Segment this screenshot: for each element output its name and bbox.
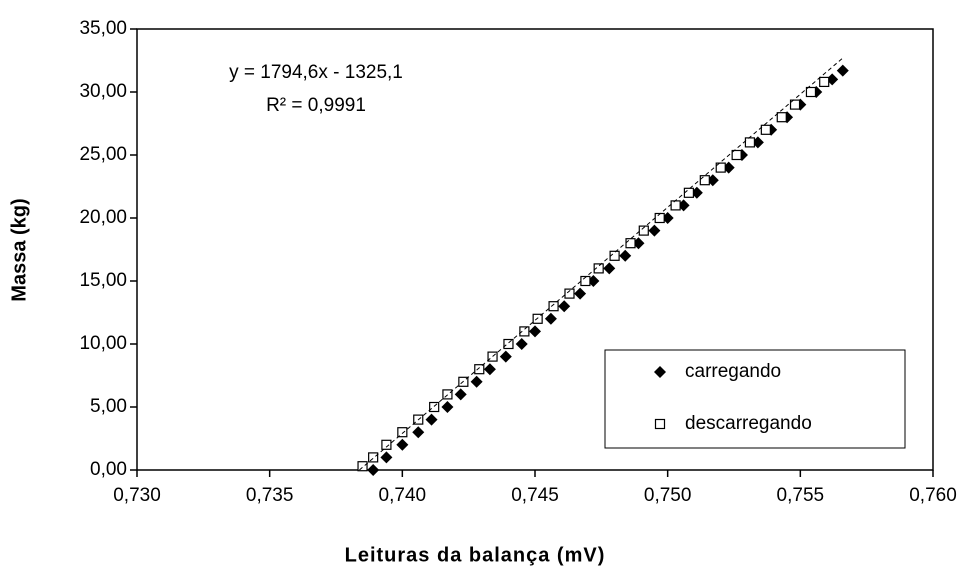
point [357,461,368,472]
point [819,76,830,88]
legend-marker [654,366,666,378]
point [441,401,454,413]
point [470,375,483,388]
point [836,64,849,77]
y-tick-label: 20,00 [79,207,127,228]
point [715,162,726,173]
x-axis-title: Leituras da balança (mV) [345,544,606,566]
legend-marker [654,418,666,430]
y-tick-label: 0,00 [90,459,127,480]
point [412,426,425,439]
point [381,439,392,450]
point [397,427,408,438]
point [744,137,756,148]
y-tick-label: 25,00 [79,144,127,165]
point [503,338,514,350]
point [529,325,541,338]
trend-r2: R² = 0,9991 [266,95,366,116]
point [454,388,467,401]
point [548,301,559,312]
x-tick-label: 0,730 [113,485,161,506]
point [805,86,817,98]
y-tick-label: 15,00 [79,270,127,291]
y-tick-label: 10,00 [79,333,127,354]
trend-equation: y = 1794,6x - 1325,1 [229,62,403,83]
legend-label: carregando [685,361,781,382]
point [564,288,575,299]
point [731,149,742,161]
y-axis-title: Massa (kg) [8,198,30,301]
point [474,364,485,375]
y-tick-label: 35,00 [79,18,127,39]
x-tick-label: 0,750 [644,485,692,506]
point [574,287,587,300]
point [683,187,694,198]
point [544,312,557,325]
point [380,451,393,464]
point [670,200,681,211]
x-tick-label: 0,735 [246,485,294,506]
point [654,212,665,224]
trendline [359,57,844,471]
point [429,401,440,413]
point [532,313,543,324]
x-tick-label: 0,755 [777,485,825,506]
point [367,464,380,476]
point [442,389,453,400]
point [487,351,498,362]
point [593,263,604,274]
point [625,238,636,249]
x-tick-label: 0,760 [909,485,957,506]
point [483,363,496,376]
y-tick-label: 5,00 [90,396,127,417]
point [699,175,710,186]
point [558,300,571,313]
point [580,275,591,287]
legend-label: descarregando [685,413,812,434]
point [425,413,438,426]
point [648,224,661,237]
point [760,124,771,135]
point [603,262,616,275]
legend-box [604,349,906,449]
y-tick-label: 30,00 [79,81,127,102]
point [619,249,632,262]
point [396,438,409,451]
point [368,452,379,463]
x-tick-label: 0,740 [379,485,427,506]
point [499,350,512,363]
point [638,225,649,236]
point [776,112,787,123]
point [789,99,801,110]
point [519,326,530,337]
point [515,338,528,350]
x-tick-label: 0,745 [511,485,559,506]
